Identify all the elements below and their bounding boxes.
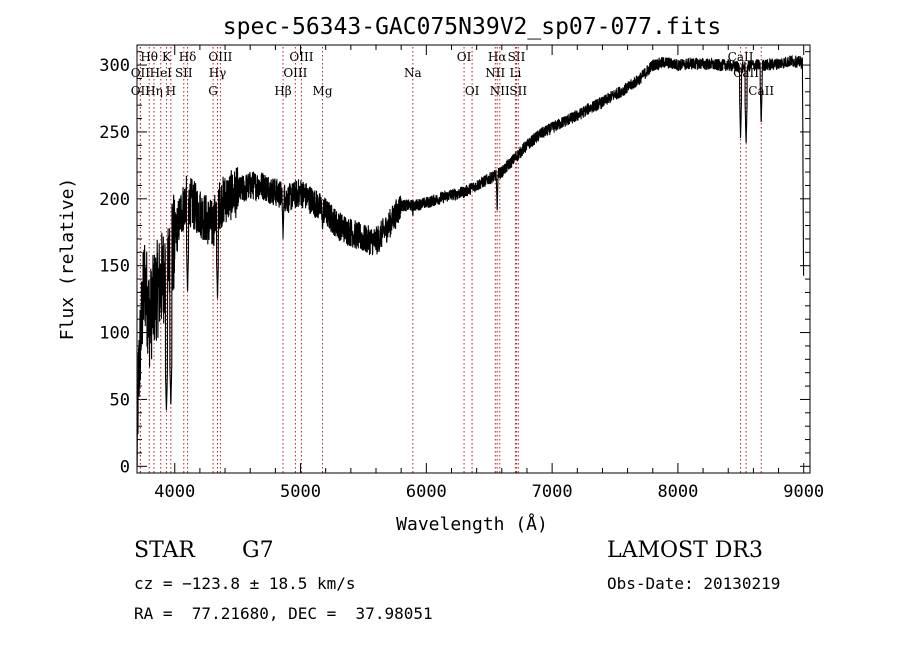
x-tick-label: 6000 bbox=[406, 482, 447, 502]
spectral-line-label: OI bbox=[465, 84, 480, 98]
x-tick-label: 5000 bbox=[280, 482, 321, 502]
spectral-line-label: OIII bbox=[283, 66, 307, 80]
spectral-line-label: NII bbox=[485, 66, 505, 80]
object-class: STAR bbox=[134, 538, 195, 563]
spectral-line-label: CaII bbox=[728, 50, 754, 64]
y-tick-label: 150 bbox=[99, 257, 130, 277]
object-subclass: G7 bbox=[242, 538, 274, 563]
spectral-line-label: K bbox=[162, 50, 172, 64]
spectral-line-label: SII bbox=[509, 84, 527, 98]
plot-frame bbox=[136, 44, 811, 474]
spectral-line-label: Hα bbox=[488, 50, 507, 64]
x-axis-label: Wavelength (Å) bbox=[396, 513, 548, 535]
spectral-line-label: Hη bbox=[145, 84, 163, 98]
spectral-line-label: OIII bbox=[289, 50, 313, 64]
spectral-line-label: HeI bbox=[150, 66, 173, 80]
flux-series-line bbox=[136, 54, 805, 467]
x-tick-label: 9000 bbox=[783, 482, 824, 502]
spectral-line-label: CaII bbox=[748, 84, 774, 98]
x-tick-label: 4000 bbox=[154, 482, 195, 502]
x-tick-label: 8000 bbox=[657, 482, 698, 502]
x-tick-label: 7000 bbox=[532, 482, 573, 502]
spectral-line-label: SII bbox=[508, 50, 526, 64]
survey-name: LAMOST DR3 bbox=[607, 538, 763, 563]
spectral-line-label: H bbox=[166, 84, 176, 98]
chart-title: spec-56343-GAC075N39V2_sp07-077.fits bbox=[223, 14, 722, 40]
spectral-line-label: G bbox=[208, 84, 218, 98]
y-tick-label: 300 bbox=[99, 56, 130, 76]
observation-date: Obs-Date: 20130219 bbox=[607, 574, 781, 593]
spectral-line-label: SII bbox=[175, 66, 193, 80]
redshift-value: cz = −123.8 ± 18.5 km/s bbox=[134, 574, 356, 593]
y-tick-label: 250 bbox=[99, 123, 130, 143]
y-axis-label: Flux (relative) bbox=[57, 178, 78, 341]
spectral-line-label: Na bbox=[404, 66, 422, 80]
y-tick-label: 200 bbox=[99, 190, 130, 210]
y-tick-label: 50 bbox=[110, 390, 130, 410]
spectral-line-label: OIII bbox=[208, 50, 232, 64]
spectral-line-label: Hθ bbox=[140, 50, 158, 64]
y-tick-label: 0 bbox=[120, 457, 130, 477]
spectral-line-label: NII bbox=[490, 84, 510, 98]
spectral-line-label: OI bbox=[457, 50, 472, 64]
spectral-line-label: OII bbox=[131, 66, 151, 80]
spectral-line-label: Hβ bbox=[274, 84, 291, 98]
spectral-line-label: Li bbox=[509, 66, 521, 80]
spectral-line-label: Hδ bbox=[179, 50, 197, 64]
y-tick-label: 100 bbox=[99, 324, 130, 344]
spectral-line-label: Hγ bbox=[209, 66, 227, 80]
coordinates: RA = 77.21680, DEC = 37.98051 bbox=[134, 604, 433, 623]
spectral-line-label: Mg bbox=[313, 84, 333, 98]
